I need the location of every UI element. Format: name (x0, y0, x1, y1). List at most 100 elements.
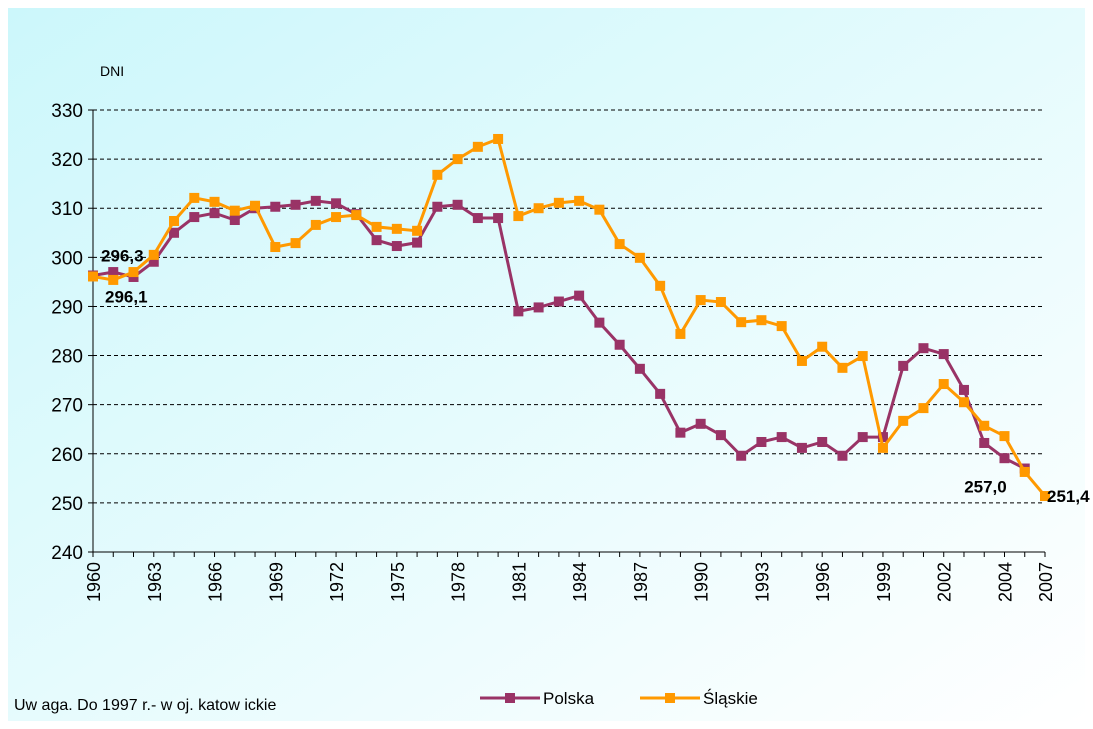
legend-label: Śląskie (703, 689, 758, 708)
value-label: 296,1 (105, 287, 148, 306)
marker (796, 355, 807, 366)
marker (493, 133, 504, 144)
marker (736, 317, 747, 328)
marker (108, 267, 119, 278)
marker (331, 198, 342, 209)
marker (655, 280, 666, 291)
marker (756, 436, 767, 447)
marker (634, 252, 645, 263)
marker (857, 351, 868, 362)
marker (513, 211, 524, 222)
marker (290, 199, 301, 210)
y-tick-label: 330 (51, 101, 83, 122)
marker (614, 339, 625, 350)
value-label: 257,0 (964, 478, 1007, 497)
marker (148, 249, 159, 260)
marker (148, 256, 159, 267)
marker (533, 203, 544, 214)
legend-label: Polska (543, 689, 595, 708)
marker (574, 195, 585, 206)
marker (574, 290, 585, 301)
y-tick-label: 300 (51, 248, 83, 269)
marker (877, 442, 888, 453)
x-tick-label: 2007 (1036, 562, 1056, 602)
marker (128, 267, 139, 278)
x-tick-label: 1993 (752, 562, 772, 602)
marker (999, 431, 1010, 442)
x-tick-label: 1969 (266, 562, 286, 602)
marker (938, 349, 949, 360)
marker (189, 192, 200, 203)
marker (472, 141, 483, 152)
y-tick-label: 310 (51, 199, 83, 220)
legend-marker (665, 693, 675, 703)
marker (776, 432, 787, 443)
marker (209, 196, 220, 207)
marker (229, 205, 240, 216)
marker (958, 397, 969, 408)
legend-marker (505, 693, 515, 703)
marker (898, 360, 909, 371)
marker (290, 238, 301, 249)
marker (594, 204, 605, 215)
x-tick-label: 1960 (84, 562, 104, 602)
marker (432, 201, 443, 212)
marker (1019, 466, 1030, 477)
marker (209, 208, 220, 219)
marker (979, 437, 990, 448)
marker (898, 415, 909, 426)
marker (817, 341, 828, 352)
marker (189, 212, 200, 223)
marker (553, 197, 564, 208)
marker (270, 242, 281, 253)
marker (918, 343, 929, 354)
marker (310, 195, 321, 206)
marker (250, 200, 261, 211)
y-tick-label: 240 (51, 543, 83, 564)
marker (533, 302, 544, 313)
marker (1040, 491, 1050, 502)
marker (594, 317, 605, 328)
marker (634, 363, 645, 374)
y-tick-label: 280 (51, 347, 83, 368)
marker (270, 201, 281, 212)
marker (169, 215, 180, 226)
marker (857, 432, 868, 443)
marker (88, 271, 98, 282)
x-tick-label: 1972 (327, 562, 347, 602)
y-tick-label: 320 (51, 150, 83, 171)
value-label: 251,4 (1047, 487, 1090, 506)
marker (877, 432, 888, 443)
x-tick-label: 2004 (995, 562, 1015, 602)
marker (999, 453, 1010, 464)
marker (655, 388, 666, 399)
y-tick-label: 290 (51, 297, 83, 318)
marker (817, 436, 828, 447)
marker (837, 450, 848, 461)
marker (432, 169, 443, 180)
marker (371, 235, 382, 246)
marker (391, 241, 402, 252)
y-tick-label: 250 (51, 494, 83, 515)
x-tick-label: 2002 (935, 562, 955, 602)
marker (736, 450, 747, 461)
x-tick-label: 1984 (570, 562, 590, 602)
marker (938, 379, 949, 390)
marker (229, 215, 240, 226)
marker (614, 239, 625, 250)
x-tick-label: 1987 (631, 562, 651, 602)
marker (452, 154, 463, 165)
marker (553, 296, 564, 307)
marker (695, 418, 706, 429)
x-tick-label: 1978 (449, 562, 469, 602)
x-tick-label: 1981 (509, 562, 529, 602)
marker (412, 225, 423, 236)
marker (412, 237, 423, 248)
marker (310, 219, 321, 230)
note: Uw aga. Do 1997 r.- w oj. katow ickie (14, 697, 276, 714)
marker (675, 328, 686, 339)
marker (675, 427, 686, 438)
marker (108, 274, 119, 285)
background (8, 8, 1085, 721)
marker (918, 403, 929, 414)
